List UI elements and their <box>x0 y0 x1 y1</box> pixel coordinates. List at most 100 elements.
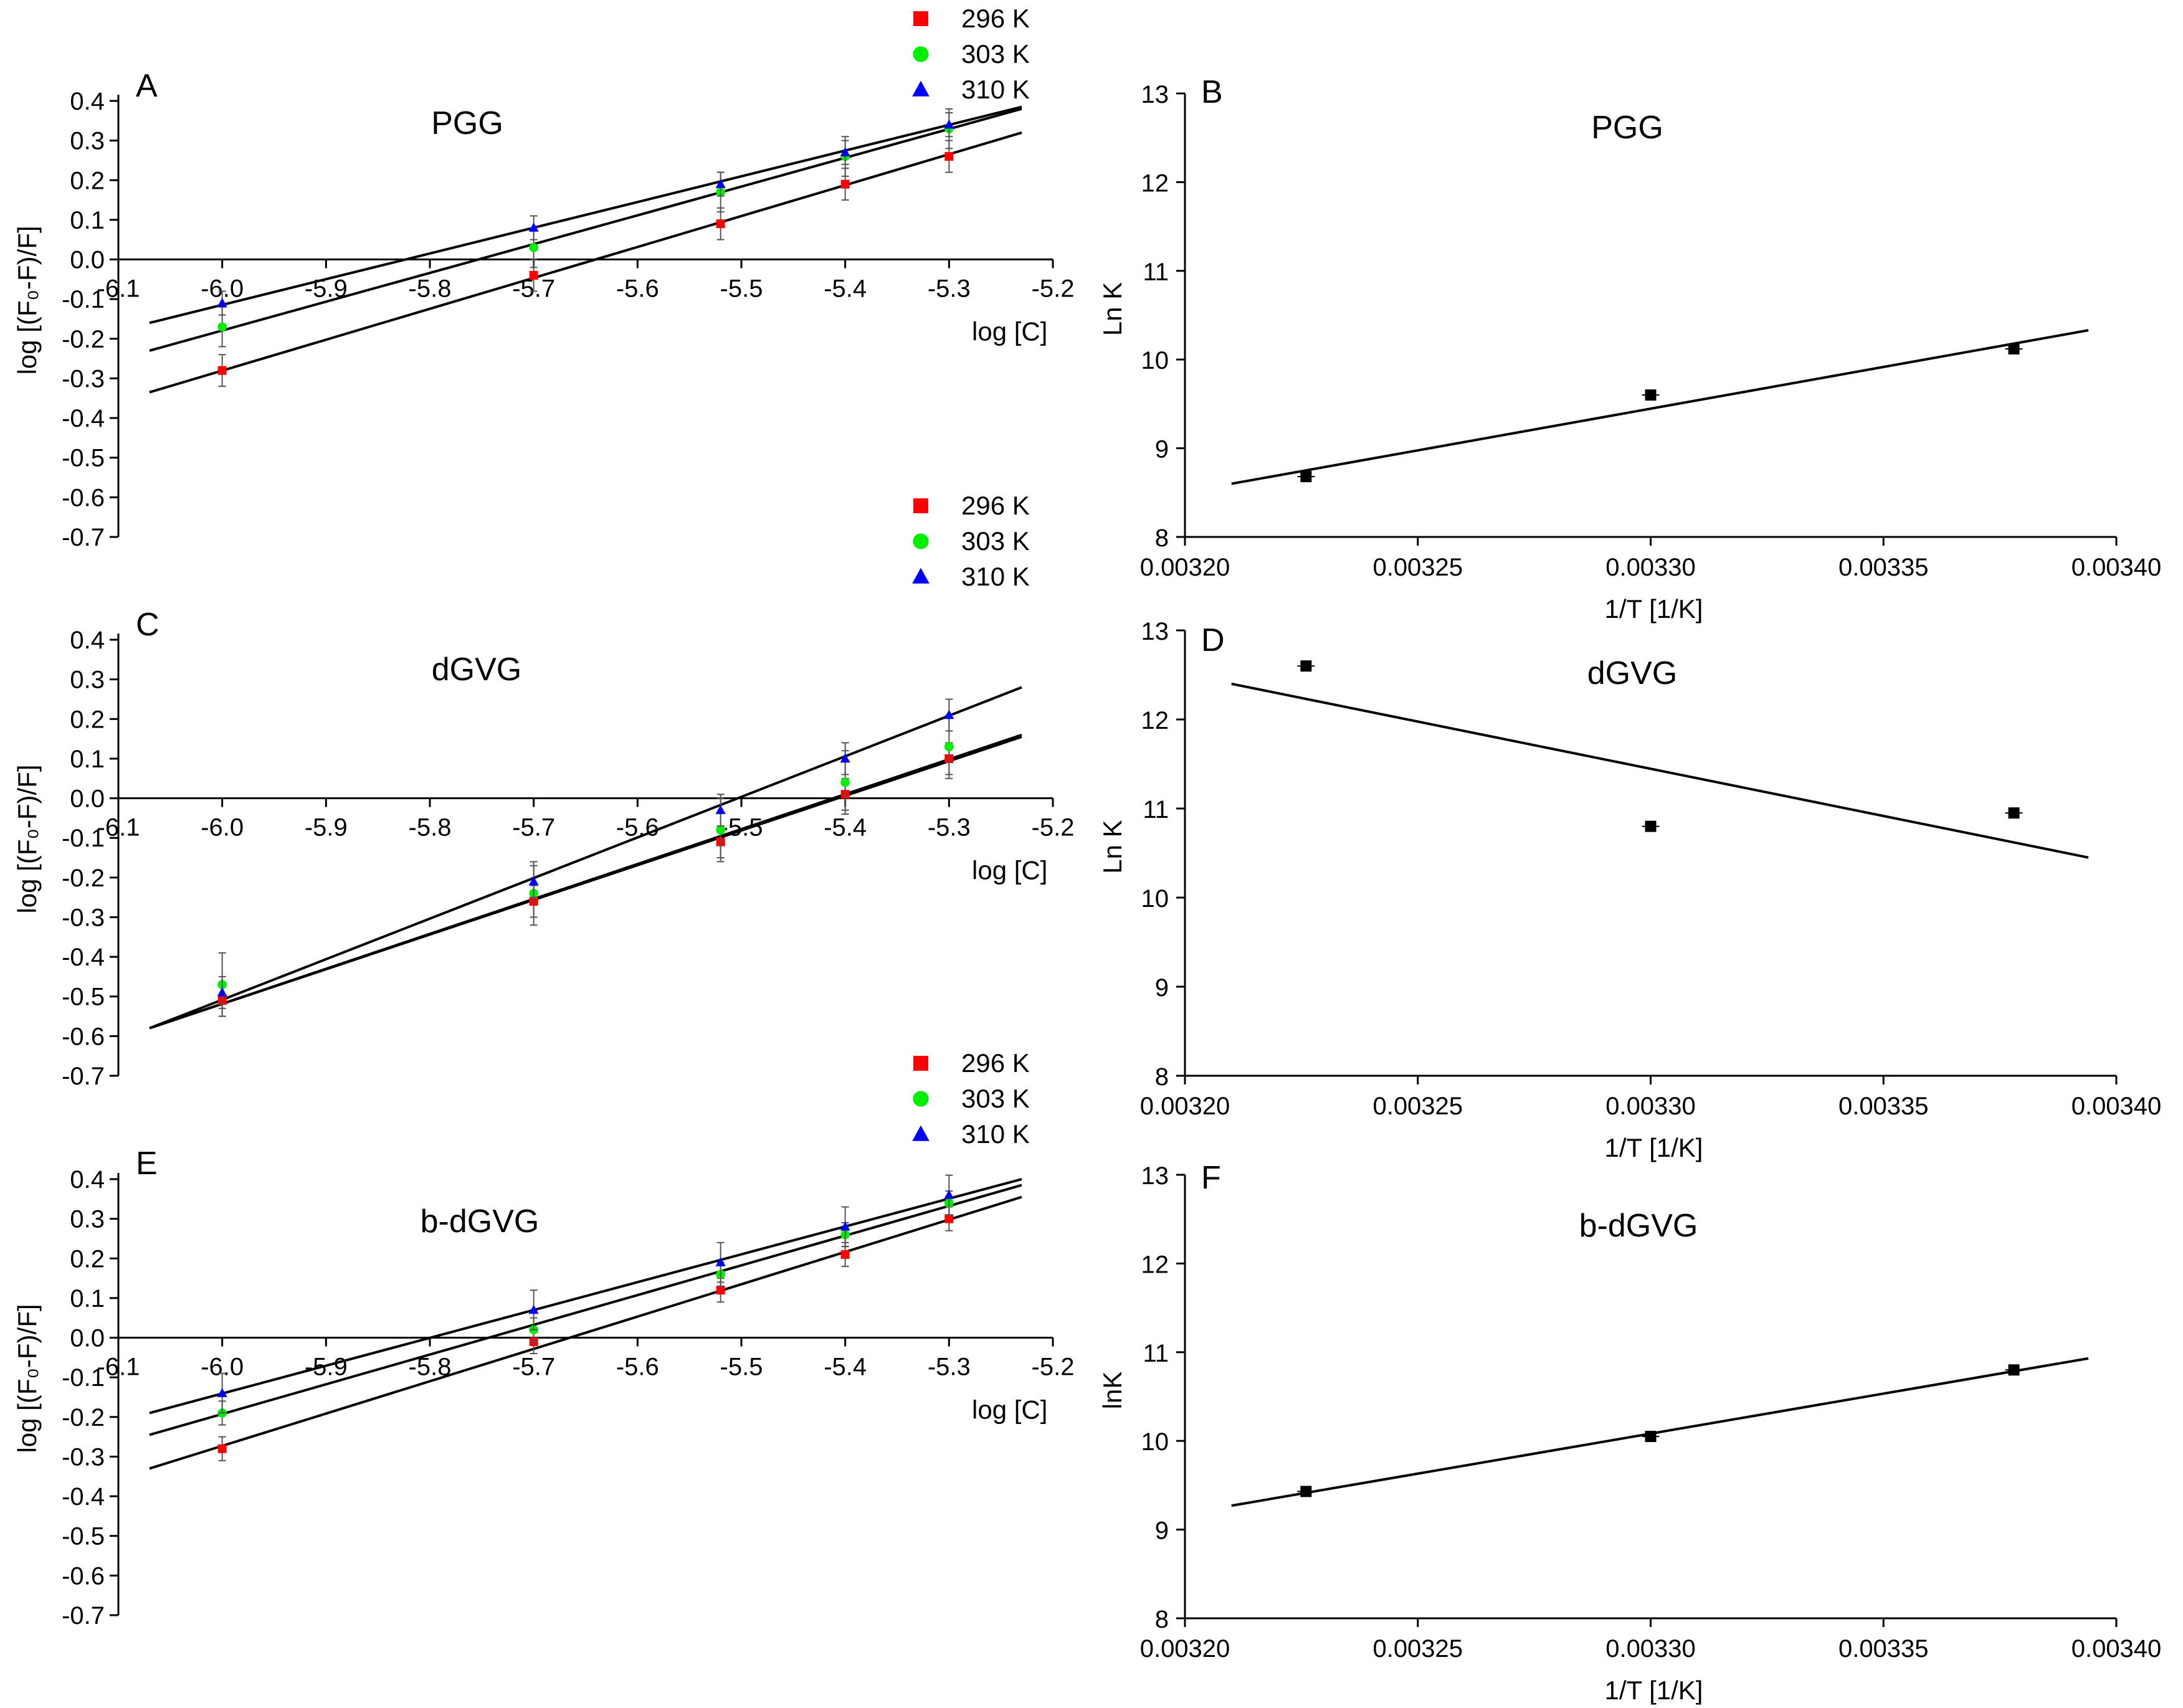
x-tick-label: 0.00320 <box>1140 1635 1230 1663</box>
y-tick-label: 9 <box>1155 974 1169 1002</box>
x-tick-label: -5.4 <box>824 814 867 842</box>
data-point <box>2008 343 2020 355</box>
data-point <box>2008 1364 2020 1376</box>
fit-line <box>1231 329 2089 485</box>
y-axis-label: log [(F₀-F)/F] <box>12 1304 42 1453</box>
fit-line-296K <box>149 131 1022 394</box>
x-tick-label: 0.00330 <box>1605 554 1696 581</box>
data-point <box>528 1304 539 1314</box>
x-axis-label: log [C] <box>972 317 1047 346</box>
legend: 296 K 303 K 310 K <box>912 1048 1030 1149</box>
x-tick-label: -5.6 <box>616 275 659 303</box>
x-tick-label: -5.3 <box>928 275 971 303</box>
panel-letter: E <box>136 1146 158 1182</box>
x-tick-label: -6.1 <box>97 1354 140 1381</box>
y-tick-label: 8 <box>1155 1606 1169 1633</box>
y-tick-label: -0.4 <box>62 405 105 432</box>
data-point <box>840 147 850 157</box>
x-tick-label: 0.00325 <box>1372 554 1463 581</box>
y-tick-label: 0.0 <box>70 785 105 813</box>
y-tick-label: 9 <box>1155 1517 1169 1545</box>
panel-letter: F <box>1201 1160 1221 1196</box>
y-tick-label: 12 <box>1141 1251 1169 1278</box>
data-point <box>217 366 227 375</box>
legend-marker-square <box>913 11 928 26</box>
y-tick-label: 0.3 <box>70 667 105 694</box>
x-tick-label: 0.00320 <box>1140 554 1230 581</box>
data-point <box>840 179 850 189</box>
data-point <box>1300 471 1312 483</box>
x-tick-label: -5.5 <box>720 814 763 842</box>
legend-marker-circle <box>913 533 929 549</box>
y-tick-label: 0.4 <box>70 627 105 654</box>
data-point <box>840 777 850 787</box>
y-tick-label: -0.7 <box>62 1602 105 1630</box>
y-axis-label: lnK <box>1098 1372 1127 1410</box>
legend-label: 310 K <box>961 562 1030 591</box>
x-tick-label: -5.9 <box>305 814 348 842</box>
x-tick-label: 0.00340 <box>2071 1093 2162 1120</box>
y-tick-label: -0.3 <box>62 365 105 392</box>
panel-letter: C <box>136 607 159 643</box>
x-tick-label: -6.1 <box>97 814 140 842</box>
y-tick-label: -0.5 <box>62 445 105 472</box>
data-point <box>217 987 227 997</box>
x-tick-label: 0.00330 <box>1605 1635 1696 1663</box>
x-tick-label: 0.00320 <box>1140 1093 1230 1120</box>
panel-F: Fb-dGVG 8 9 10 11 12 13 0.00320 0.00325 0.00330 0.… <box>1098 1160 2161 1705</box>
x-tick-label: -5.3 <box>928 1354 971 1381</box>
y-tick-label: 0.0 <box>70 1325 105 1352</box>
x-tick-label: -5.8 <box>409 814 452 842</box>
y-tick-label: 8 <box>1155 1063 1169 1091</box>
y-tick-label: -0.6 <box>62 484 105 511</box>
data-point <box>1300 660 1312 672</box>
y-tick-label: 12 <box>1141 707 1169 734</box>
y-tick-label: -0.3 <box>62 904 105 931</box>
panel-letter: B <box>1201 74 1223 110</box>
y-tick-label: 12 <box>1141 169 1169 197</box>
data-point <box>217 298 227 307</box>
y-tick-label: -0.4 <box>62 944 105 971</box>
data-point <box>944 119 954 129</box>
y-tick-label: 11 <box>1143 259 1169 286</box>
y-tick-label: 0.2 <box>70 1245 105 1273</box>
fit-line <box>1231 682 2089 859</box>
legend-label: 303 K <box>961 39 1030 69</box>
y-tick-label: 13 <box>1141 1162 1169 1190</box>
data-point <box>529 271 538 280</box>
data-point <box>944 709 954 719</box>
y-tick-label: 13 <box>1141 81 1169 108</box>
x-tick-label: 0.00335 <box>1838 1093 1929 1120</box>
data-point <box>2008 807 2020 819</box>
data-point <box>1645 820 1657 832</box>
y-tick-label: -0.7 <box>62 524 105 551</box>
y-axis-label: log [(F₀-F)/F] <box>12 225 42 374</box>
y-tick-label: 0.1 <box>70 746 105 773</box>
panel-B: B PGG 8 9 10 11 12 13 0.00320 0.00325 0.00330 0.003… <box>1098 74 2161 624</box>
y-tick-label: 0.1 <box>70 1285 105 1312</box>
data-point <box>944 1214 954 1223</box>
data-point <box>944 742 954 752</box>
x-tick-label: 0.00335 <box>1838 1635 1929 1663</box>
x-axis-label: 1/T [1/K] <box>1605 1133 1703 1162</box>
y-tick-label: -0.2 <box>62 1404 105 1431</box>
y-tick-label: 0.4 <box>70 88 105 115</box>
y-axis-label: log [(F₀-F)/F] <box>12 764 42 913</box>
legend-label: 296 K <box>961 4 1030 33</box>
x-axis-label: 1/T [1/K] <box>1605 594 1703 624</box>
y-tick-label: -0.7 <box>62 1063 105 1090</box>
y-tick-label: 0.4 <box>70 1166 105 1193</box>
chart-title: b-dGVG <box>1579 1208 1698 1244</box>
data-point <box>217 1388 227 1397</box>
fit-line-296K <box>149 1195 1022 1470</box>
data-point <box>217 322 227 332</box>
data-point <box>715 1257 726 1266</box>
x-tick-label: -5.2 <box>1032 814 1075 842</box>
legend-marker-triangle <box>912 1125 930 1141</box>
y-tick-label: -0.3 <box>62 1443 105 1471</box>
y-axis-label: Ln K <box>1098 282 1127 336</box>
legend-marker-triangle <box>912 80 930 97</box>
x-tick-label: 0.00335 <box>1838 554 1929 581</box>
